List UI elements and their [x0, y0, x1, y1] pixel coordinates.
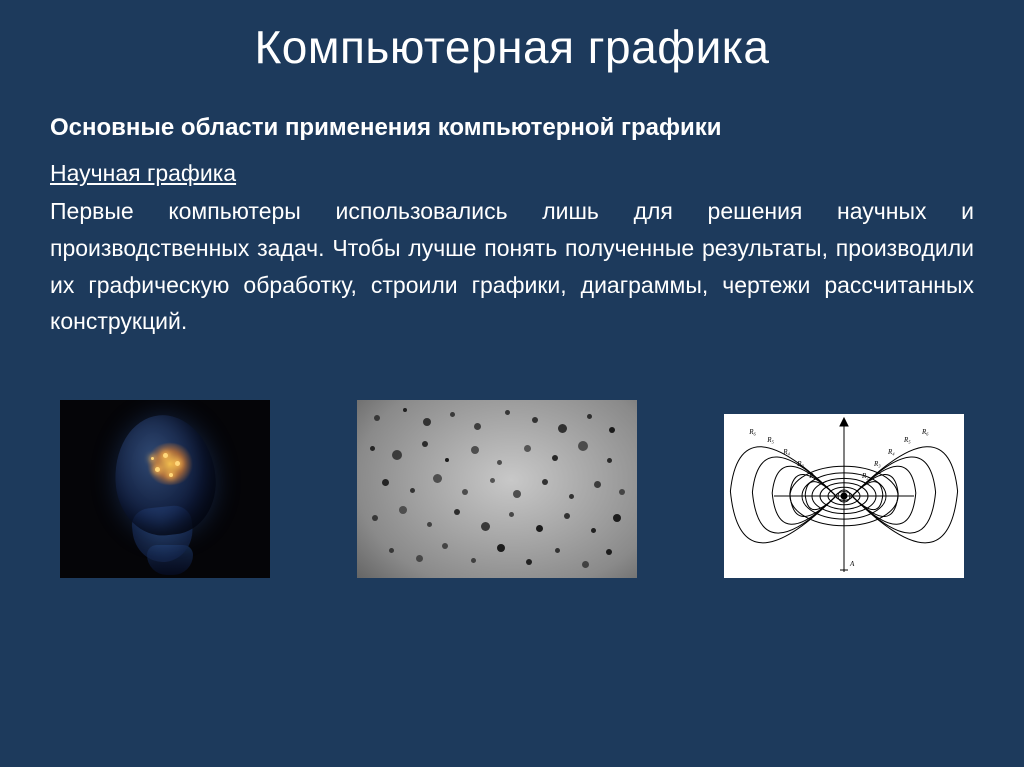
svg-text:R₆: R₆ — [748, 428, 756, 436]
svg-text:R₅: R₅ — [766, 436, 774, 444]
image-field-diagram: R₂ R₃ R₄ R₅ R₆ R₂ R₃ R₄ R₅ R₆ A — [724, 414, 964, 578]
svg-text:R₃: R₃ — [873, 460, 881, 468]
slide-subtitle: Основные области применения компьютерной… — [50, 114, 974, 142]
slide-title: Компьютерная графика — [50, 20, 974, 74]
svg-text:R₄: R₄ — [887, 448, 895, 456]
body-text: Первые компьютеры использовались лишь дл… — [50, 193, 974, 340]
field-lines-svg: R₂ R₃ R₄ R₅ R₆ R₂ R₃ R₄ R₅ R₆ A — [724, 414, 964, 578]
image-particle-microscopy — [357, 400, 637, 578]
slide: Компьютерная графика Основные области пр… — [0, 0, 1024, 767]
svg-text:R₃: R₃ — [796, 460, 804, 468]
svg-text:A: A — [849, 560, 855, 568]
svg-text:R₂: R₂ — [861, 472, 869, 480]
svg-text:R₅: R₅ — [903, 436, 911, 444]
images-row: R₂ R₃ R₄ R₅ R₆ R₂ R₃ R₄ R₅ R₆ A — [50, 400, 974, 578]
section-heading: Научная графика — [50, 160, 974, 187]
brain-head-graphic — [105, 415, 225, 565]
image-brain-scan — [60, 400, 270, 578]
svg-text:R₆: R₆ — [921, 428, 929, 436]
svg-text:R₄: R₄ — [782, 448, 790, 456]
svg-text:R₂: R₂ — [808, 472, 816, 480]
particle-dots — [357, 400, 637, 578]
